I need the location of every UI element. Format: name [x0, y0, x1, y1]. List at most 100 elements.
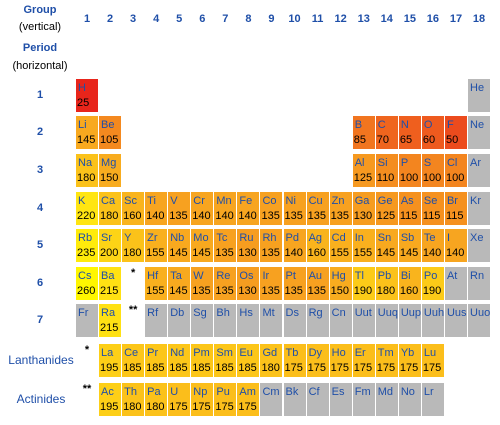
element-cell: Po 190 — [421, 267, 444, 300]
element-cell: Uuo — [468, 304, 491, 337]
element-cell: H 25 — [76, 79, 98, 112]
atomic-radius: 110 — [376, 172, 395, 184]
atomic-radius: 85 — [353, 134, 366, 146]
atomic-radius: 175 — [330, 362, 350, 374]
element-cell: Uut — [352, 304, 375, 337]
element-cell: Pb 180 — [375, 267, 398, 300]
element-cell: Ar — [468, 154, 491, 187]
atomic-radius: 140 — [146, 210, 165, 222]
group-number: 3 — [130, 13, 137, 25]
atomic-radius: 200 — [100, 247, 119, 259]
element-cell: Gd 180 — [260, 344, 283, 377]
group-note: (vertical) — [18, 21, 62, 33]
atomic-radius: 260 — [77, 285, 96, 297]
group-number: 4 — [153, 13, 160, 25]
atomic-radius: 135 — [215, 285, 234, 297]
group-number: 8 — [245, 13, 252, 25]
element-symbol: Sn — [377, 232, 392, 244]
element-cell: Sm 185 — [214, 344, 237, 377]
element-cell: Sg — [191, 304, 214, 337]
group-number: 13 — [357, 13, 370, 25]
atomic-radius: 135 — [284, 285, 303, 297]
element-symbol: Ca — [101, 195, 116, 207]
atomic-radius: 180 — [146, 401, 165, 413]
element-symbol: Fr — [78, 307, 89, 319]
element-symbol: Mt — [262, 307, 275, 319]
atomic-radius: 175 — [238, 401, 257, 413]
element-cell: Rb 235 — [76, 229, 98, 262]
atomic-radius: 220 — [77, 210, 96, 222]
element-symbol: Hg — [331, 270, 346, 282]
element-symbol: Pt — [285, 270, 296, 282]
atomic-radius: 65 — [399, 134, 413, 146]
atomic-radius: 105 — [100, 134, 119, 146]
element-symbol: N — [400, 119, 409, 131]
group-number: 15 — [403, 13, 416, 25]
element-symbol: Li — [78, 119, 87, 131]
element-symbol: As — [400, 195, 414, 207]
atomic-radius: 180 — [100, 210, 119, 222]
element-symbol: Ru — [239, 232, 254, 244]
element-cell: Yb 175 — [398, 344, 421, 377]
group-number: 12 — [334, 13, 347, 25]
element-cell: Tm 175 — [375, 344, 398, 377]
element-symbol: Ac — [101, 386, 114, 398]
element-symbol: Cd — [331, 232, 346, 244]
element-cell: F 50 — [444, 116, 467, 149]
element-cell: Tc 135 — [214, 229, 237, 262]
element-cell: Ag 160 — [306, 229, 329, 262]
element-cell: Ru 130 — [237, 229, 260, 262]
element-cell: Cn — [329, 304, 352, 337]
series-label: Actinides — [16, 392, 66, 406]
element-symbol: Sm — [216, 347, 233, 359]
element-cell: La 195 — [99, 344, 122, 377]
element-cell: Eu 185 — [237, 344, 260, 377]
atomic-radius: 150 — [100, 172, 119, 184]
element-cell: Db — [168, 304, 191, 337]
element-symbol: Be — [101, 119, 115, 131]
element-cell: Bk — [283, 383, 306, 416]
group-number: 1 — [83, 13, 91, 25]
element-cell: Co 135 — [260, 192, 283, 225]
atomic-radius: 135 — [261, 285, 280, 297]
element-cell: Nd 185 — [168, 344, 191, 377]
atomic-radius: 135 — [284, 210, 303, 222]
element-symbol: Se — [423, 195, 438, 207]
element-cell: Sr 200 — [99, 229, 122, 262]
element-symbol: La — [101, 347, 114, 359]
element-cell: B 85 — [352, 116, 375, 149]
element-symbol: O — [423, 119, 433, 131]
element-cell: Ac 195 — [99, 383, 122, 416]
element-cell: Hg 150 — [329, 267, 352, 300]
element-symbol: Si — [377, 157, 388, 169]
element-cell: Na 180 — [76, 154, 98, 187]
atomic-radius: 180 — [123, 247, 142, 259]
element-symbol: H — [78, 82, 86, 94]
atomic-radius: 185 — [215, 362, 234, 374]
atomic-radius: 160 — [123, 210, 142, 222]
element-symbol: Pr — [147, 347, 159, 359]
atomic-radius: 140 — [192, 210, 211, 222]
element-symbol: Bi — [400, 270, 411, 282]
element-cell: Ds — [283, 304, 306, 337]
atomic-radius: 150 — [330, 285, 350, 297]
atomic-radius: 155 — [330, 247, 350, 259]
element-symbol: Sb — [400, 232, 415, 244]
element-symbol: Nb — [170, 232, 185, 244]
element-symbol: Te — [423, 232, 436, 244]
atomic-radius: 100 — [399, 172, 419, 184]
element-symbol: Ne — [470, 119, 485, 131]
element-symbol: Ds — [285, 307, 299, 319]
element-cell: Cl 100 — [444, 154, 467, 187]
element-cell: N 65 — [398, 116, 421, 149]
element-cell: Se 115 — [421, 192, 444, 225]
atomic-radius: 180 — [261, 362, 280, 374]
atomic-radius: 140 — [284, 247, 303, 259]
element-symbol: Pa — [147, 386, 161, 398]
element-cell: Mo 145 — [191, 229, 214, 262]
element-cell: As 115 — [398, 192, 421, 225]
element-symbol: Uuq — [377, 307, 398, 319]
atomic-radius: 160 — [399, 285, 419, 297]
element-cell: Zn 135 — [329, 192, 352, 225]
element-symbol: V — [170, 195, 178, 207]
